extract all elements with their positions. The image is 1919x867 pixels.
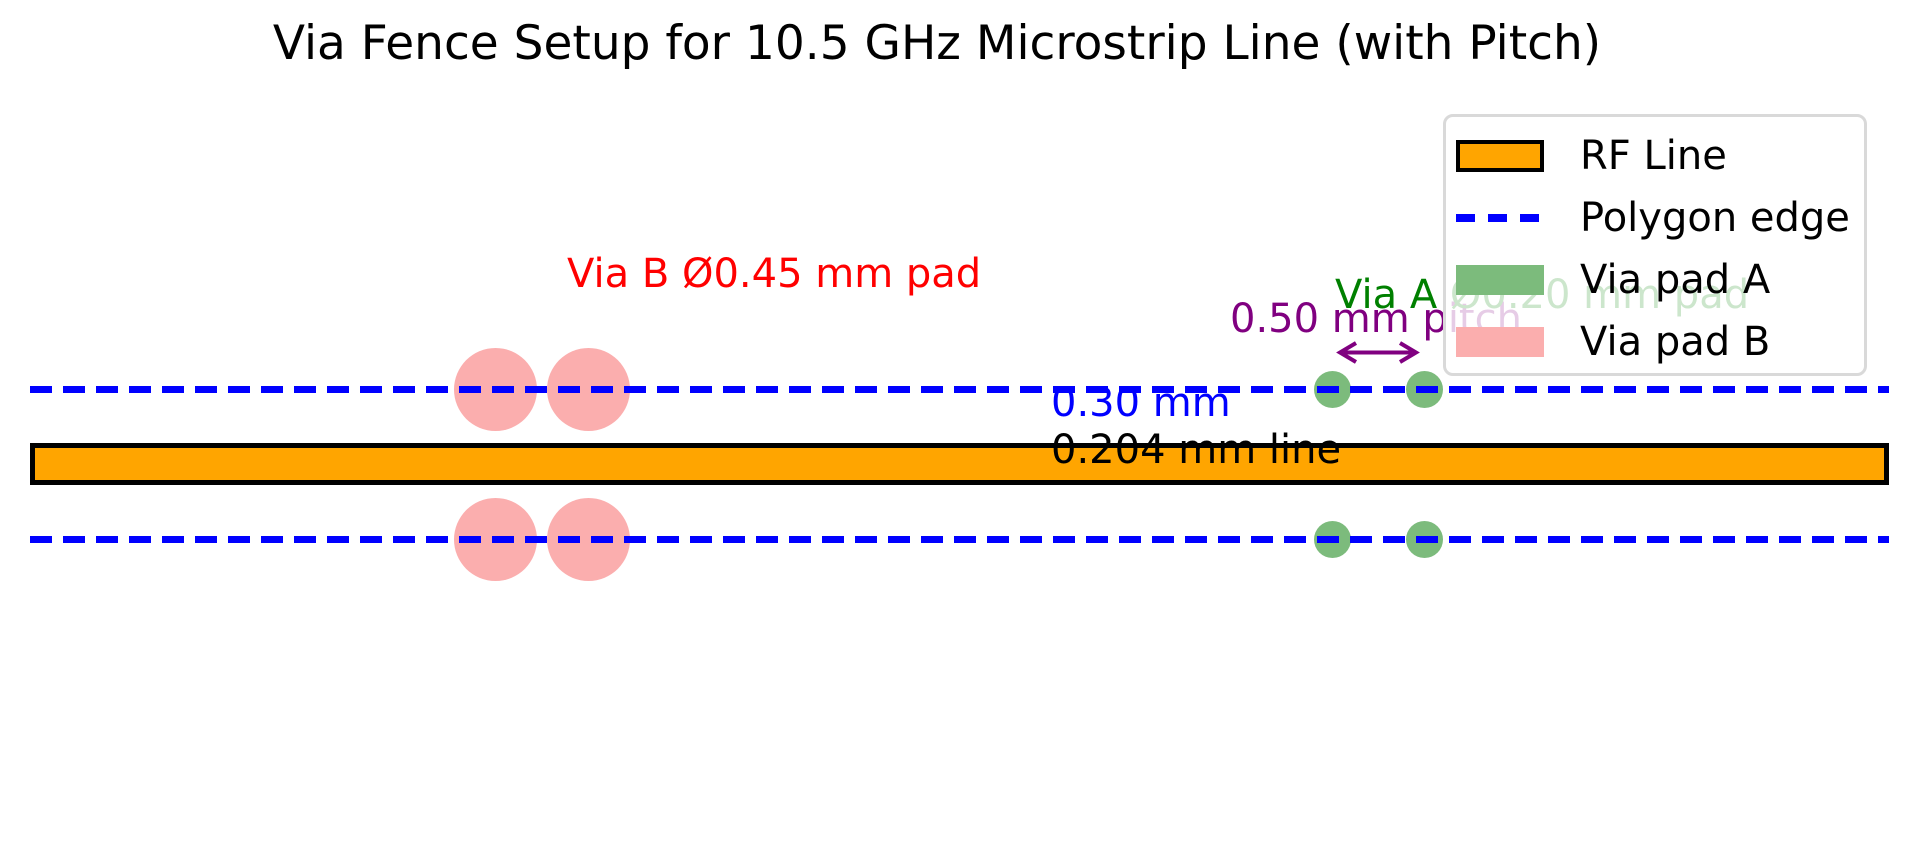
annotation-polygon-gap: 0.30 mm	[1051, 380, 1231, 426]
legend-label: Via pad B	[1580, 319, 1771, 365]
rf-line-bar	[30, 443, 1889, 485]
polygon-edge-line-top	[30, 386, 1889, 393]
legend: RF Line Polygon edge Via pad A Via pad B	[1443, 114, 1867, 376]
legend-label: Polygon edge	[1580, 195, 1850, 241]
legend-item-via-pad-b: Via pad B	[1456, 311, 1858, 373]
legend-item-via-pad-a: Via pad A	[1456, 249, 1858, 311]
figure-title: Via Fence Setup for 10.5 GHz Microstrip …	[272, 16, 1602, 71]
legend-label: Via pad A	[1580, 257, 1771, 303]
legend-label: RF Line	[1580, 133, 1727, 179]
rf-line-swatch-icon	[1456, 140, 1544, 172]
pitch-arrow-icon	[1336, 341, 1420, 364]
polygon-edge-swatch-icon	[1456, 214, 1544, 222]
via-pad-b-swatch-icon	[1456, 327, 1544, 357]
polygon-edge-line-bottom	[30, 536, 1889, 543]
legend-item-rf-line: RF Line	[1456, 125, 1858, 187]
annotation-via-b-pad: Via B Ø0.45 mm pad	[567, 251, 982, 297]
via-pad-a-swatch-icon	[1456, 265, 1544, 295]
legend-item-polygon-edge: Polygon edge	[1456, 187, 1858, 249]
annotation-line-width: 0.204 mm line	[1051, 427, 1342, 473]
